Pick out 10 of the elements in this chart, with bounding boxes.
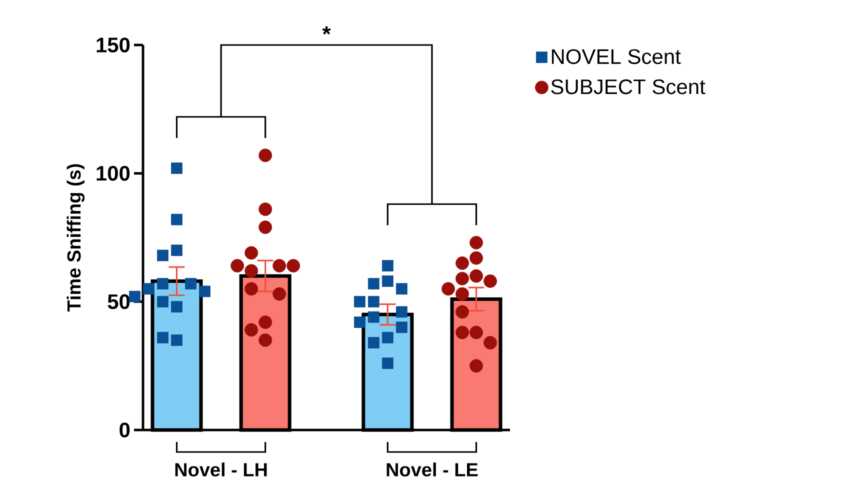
y-axis-title: Time Sniffing (s) — [66, 164, 85, 312]
text: * — [322, 26, 331, 35]
y-tick-label: 100 — [96, 166, 130, 181]
legend-label: SUBJECT Scent — [551, 79, 706, 94]
x-tick-label: Novel - LE — [386, 462, 478, 476]
y-tick-label: 150 — [96, 38, 130, 52]
y-tick-label: 50 — [108, 294, 130, 310]
legend-label: NOVEL Scent — [552, 49, 681, 64]
x-tick-label: Novel - LH — [175, 462, 267, 476]
y-tick-label: 0 — [120, 422, 130, 438]
